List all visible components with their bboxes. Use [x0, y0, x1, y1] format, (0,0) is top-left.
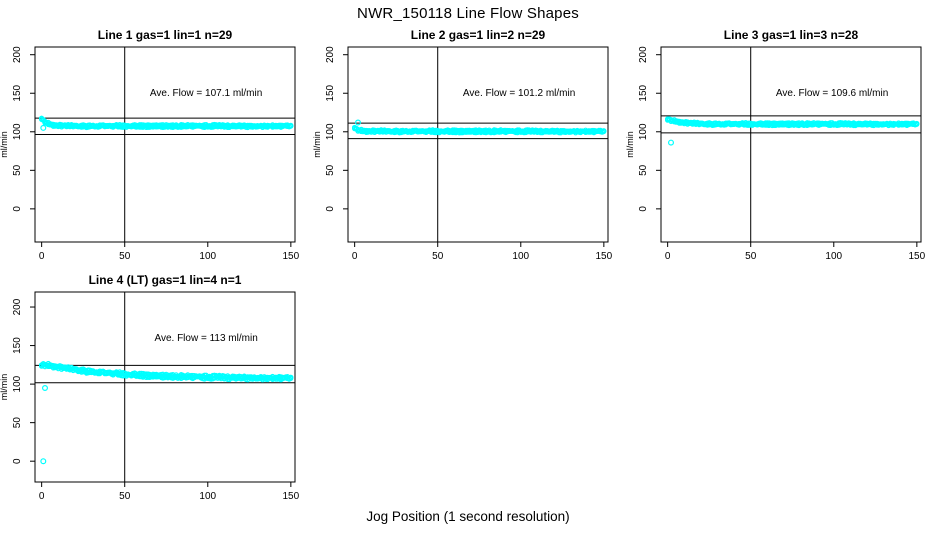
data-point	[872, 120, 878, 127]
data-point	[559, 127, 565, 134]
x-tick-label: 100	[512, 251, 529, 262]
y-tick-label: 150	[12, 84, 23, 101]
data-point	[70, 122, 76, 129]
x-axis-ticks: 0 50 100 150	[665, 242, 926, 262]
x-tick-label: 50	[119, 491, 131, 502]
subplot-1: Line 1 gas=1 lin=1 n=29 0 50 100 150 200 0 50 10…	[0, 28, 300, 262]
x-tick-label: 50	[119, 251, 131, 262]
outlier-point	[40, 458, 47, 465]
outlier-points	[354, 119, 361, 126]
plot-box	[660, 46, 922, 243]
y-tick-label: 50	[638, 164, 649, 176]
data-point	[723, 120, 729, 126]
x-tick-label: 150	[596, 251, 613, 262]
y-tick-label: 200	[325, 46, 336, 63]
x-tick-label: 0	[665, 251, 671, 262]
outlier-points	[667, 139, 674, 146]
data-point	[246, 122, 252, 128]
y-tick-label: 100	[638, 123, 649, 140]
x-tick-label: 100	[825, 251, 842, 262]
data-point	[696, 120, 702, 126]
y-axis-label: ml/min	[626, 131, 635, 158]
y-tick-label: 0	[12, 458, 23, 464]
data-point	[418, 128, 424, 134]
plot-box	[34, 291, 296, 483]
ave-flow-annotation: Ave. Flow = 109.6 ml/min	[776, 88, 888, 99]
data-points	[664, 116, 920, 129]
y-axis-ticks: 0 50 100 150 200	[325, 46, 348, 212]
outlier-point	[41, 384, 48, 391]
y-axis-ticks: 0 50 100 150 200	[12, 298, 35, 464]
x-tick-label: 100	[199, 491, 216, 502]
x-axis-ticks: 0 50 100 150	[39, 482, 300, 502]
subplot-title: Line 3 gas=1 lin=3 n=28	[724, 28, 859, 42]
subplot-3: Line 3 gas=1 lin=3 n=28 0 50 100 150 200 0 50 10…	[626, 28, 926, 262]
y-tick-label: 100	[12, 123, 23, 140]
subplot-2: Line 2 gas=1 lin=2 n=29 0 50 100 150 200 0 50 10…	[313, 28, 613, 262]
outlier-point	[40, 124, 47, 131]
y-axis-ticks: 0 50 100 150 200	[638, 46, 661, 212]
plot-box	[34, 46, 296, 243]
outlier-point	[667, 139, 674, 146]
figure-title: NWR_150118 Line Flow Shapes	[357, 5, 579, 22]
y-tick-label: 150	[325, 84, 336, 101]
x-axis-ticks: 0 50 100 150	[352, 242, 613, 262]
subplot-title: Line 1 gas=1 lin=1 n=29	[98, 28, 233, 42]
subplot-title: Line 4 (LT) gas=1 lin=4 n=1	[89, 273, 242, 287]
y-tick-label: 0	[325, 206, 336, 212]
ave-flow-annotation: Ave. Flow = 113 ml/min	[154, 333, 257, 344]
x-axis-ticks: 0 50 100 150	[39, 242, 300, 262]
y-tick-label: 200	[638, 46, 649, 63]
y-tick-label: 150	[638, 84, 649, 101]
outlier-points	[40, 124, 47, 131]
ave-flow-annotation: Ave. Flow = 107.1 ml/min	[150, 88, 262, 99]
data-point	[288, 122, 294, 129]
x-tick-label: 150	[283, 251, 300, 262]
plot-box	[347, 46, 609, 243]
x-tick-label: 0	[352, 251, 358, 262]
ave-flow-annotation: Ave. Flow = 101.2 ml/min	[463, 88, 575, 99]
x-axis-label: Jog Position (1 second resolution)	[366, 509, 570, 524]
x-tick-label: 0	[39, 491, 45, 502]
y-axis-label: ml/min	[0, 374, 9, 401]
data-points	[351, 124, 607, 136]
y-tick-label: 50	[12, 417, 23, 429]
y-tick-label: 200	[12, 298, 23, 315]
x-tick-label: 150	[909, 251, 926, 262]
x-tick-label: 50	[432, 251, 444, 262]
y-axis-ticks: 0 50 100 150 200	[12, 46, 35, 212]
subplot-title: Line 2 gas=1 lin=2 n=29	[411, 28, 546, 42]
y-axis-label: ml/min	[313, 131, 322, 158]
y-tick-label: 0	[12, 206, 23, 212]
data-points	[38, 115, 294, 131]
y-axis-label: ml/min	[0, 131, 9, 158]
y-tick-label: 150	[12, 337, 23, 354]
y-tick-label: 100	[325, 123, 336, 140]
x-tick-label: 50	[745, 251, 757, 262]
y-tick-label: 0	[638, 206, 649, 212]
data-point	[75, 123, 81, 129]
data-point	[601, 128, 607, 134]
y-tick-label: 100	[12, 375, 23, 392]
y-tick-label: 50	[325, 164, 336, 176]
x-tick-label: 150	[283, 491, 300, 502]
outlier-point	[354, 119, 361, 126]
data-point	[388, 128, 394, 135]
data-point	[410, 127, 416, 134]
data-points	[38, 360, 294, 383]
outlier-points	[40, 384, 48, 465]
x-tick-label: 100	[199, 251, 216, 262]
y-tick-label: 200	[12, 46, 23, 63]
subplot-4: Line 4 (LT) gas=1 lin=4 n=10501001502000…	[0, 273, 300, 502]
data-point	[731, 121, 737, 127]
y-tick-label: 50	[12, 164, 23, 176]
data-point	[288, 374, 294, 380]
data-point	[105, 122, 111, 129]
data-point	[914, 120, 920, 127]
x-tick-label: 0	[39, 251, 45, 262]
